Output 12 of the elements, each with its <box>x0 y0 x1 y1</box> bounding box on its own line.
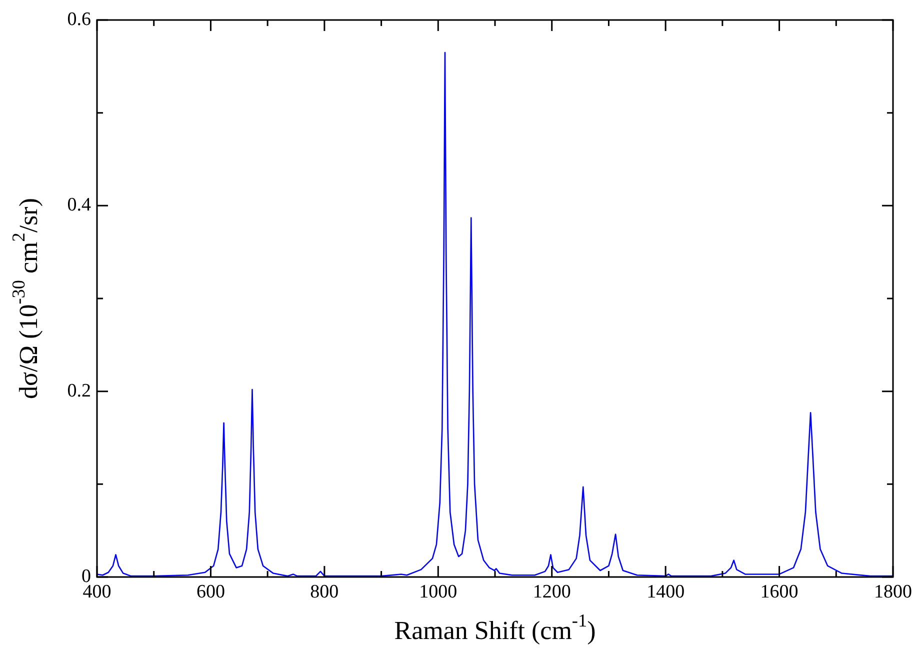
y-tick-label: 0.2 <box>67 380 91 402</box>
x-tick-label: 1600 <box>760 581 798 602</box>
x-tick-label: 600 <box>196 581 225 602</box>
y-tick-label: 0.6 <box>67 8 91 30</box>
y-axis-title: dσ/Ω (10-30 cm2/sr) <box>8 198 43 399</box>
x-tick-label: 1200 <box>532 581 571 602</box>
x-tick-label: 1000 <box>419 581 458 602</box>
x-tick-label: 1400 <box>646 581 685 602</box>
x-tick-label: 800 <box>310 581 339 602</box>
y-tick-label: 0.4 <box>67 194 92 216</box>
x-tick-label: 400 <box>82 581 112 602</box>
x-tick-label: 1800 <box>874 581 912 602</box>
